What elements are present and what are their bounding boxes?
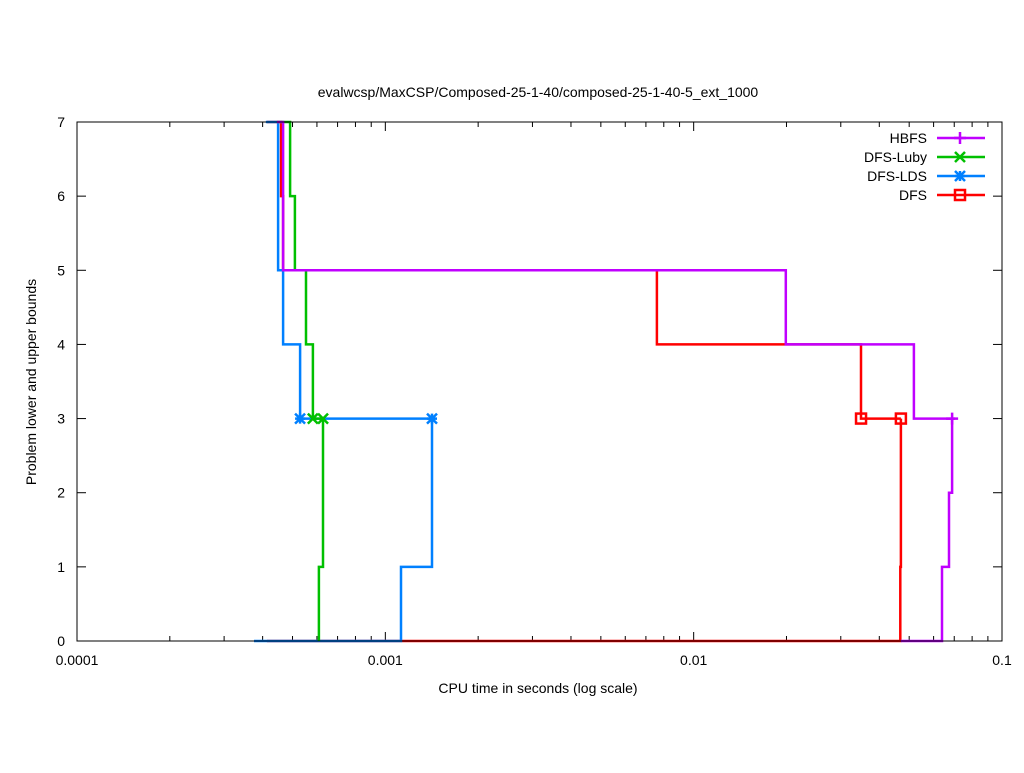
legend-marker (954, 132, 966, 144)
dfs-lds-point-marker (294, 412, 306, 425)
dfs-luby-point-marker (306, 412, 319, 425)
series-hbfs (276, 120, 959, 643)
series-dfs-luby (276, 120, 329, 641)
y-tick-label: 7 (57, 114, 65, 130)
dfs-luby-point-marker (317, 412, 329, 425)
y-tick-label: 0 (57, 633, 65, 649)
legend-label: DFS-Luby (864, 149, 927, 165)
y-axis-label: Problem lower and upper bounds (23, 279, 39, 485)
dfs-lds-point-marker (426, 412, 438, 425)
y-tick-label: 1 (57, 559, 65, 575)
legend-marker (954, 170, 966, 182)
legend-label: DFS-LDS (867, 168, 927, 184)
series-dfs-lds (254, 120, 438, 643)
dfs-lds-lower-bound-line (254, 418, 434, 643)
y-tick-label: 3 (57, 411, 65, 427)
dfs-point-marker (894, 412, 908, 425)
y-tick-label: 4 (57, 336, 65, 352)
dfs-point-marker (854, 412, 868, 425)
legend-marker (954, 151, 966, 163)
legend-entry-dfs: DFS (899, 187, 985, 203)
series-dfs (266, 120, 908, 643)
legend-marker (953, 188, 967, 202)
legend-entry-dfs-luby: DFS-Luby (864, 149, 985, 165)
dfs-lds-upper-bound-line (265, 120, 432, 420)
dfs-luby-lower-bound-line (317, 418, 325, 641)
legend-entry-hbfs: HBFS (890, 130, 985, 146)
legend-label: HBFS (890, 130, 927, 146)
x-tick-label: 0.0001 (56, 652, 99, 668)
legend-entry-dfs-lds: DFS-LDS (867, 168, 985, 184)
hbfs-point-marker (946, 412, 959, 425)
dfs-lower-bound-line (266, 418, 903, 643)
y-tick-label: 6 (57, 188, 65, 204)
x-axis-label: CPU time in seconds (log scale) (438, 680, 637, 696)
x-tick-label: 0.01 (680, 652, 707, 668)
plot-frame (76, 121, 1003, 642)
y-tick-label: 5 (57, 262, 65, 278)
x-tick-label: 0.001 (368, 652, 403, 668)
hbfs-lower-bound-line (900, 418, 954, 643)
x-tick-label: 0.1 (992, 652, 1012, 668)
chart-title: evalwcsp/MaxCSP/Composed-25-1-40/compose… (318, 84, 759, 100)
y-tick-label: 2 (57, 485, 65, 501)
legend-label: DFS (899, 187, 927, 203)
hbfs-upper-bound-line (276, 120, 955, 420)
